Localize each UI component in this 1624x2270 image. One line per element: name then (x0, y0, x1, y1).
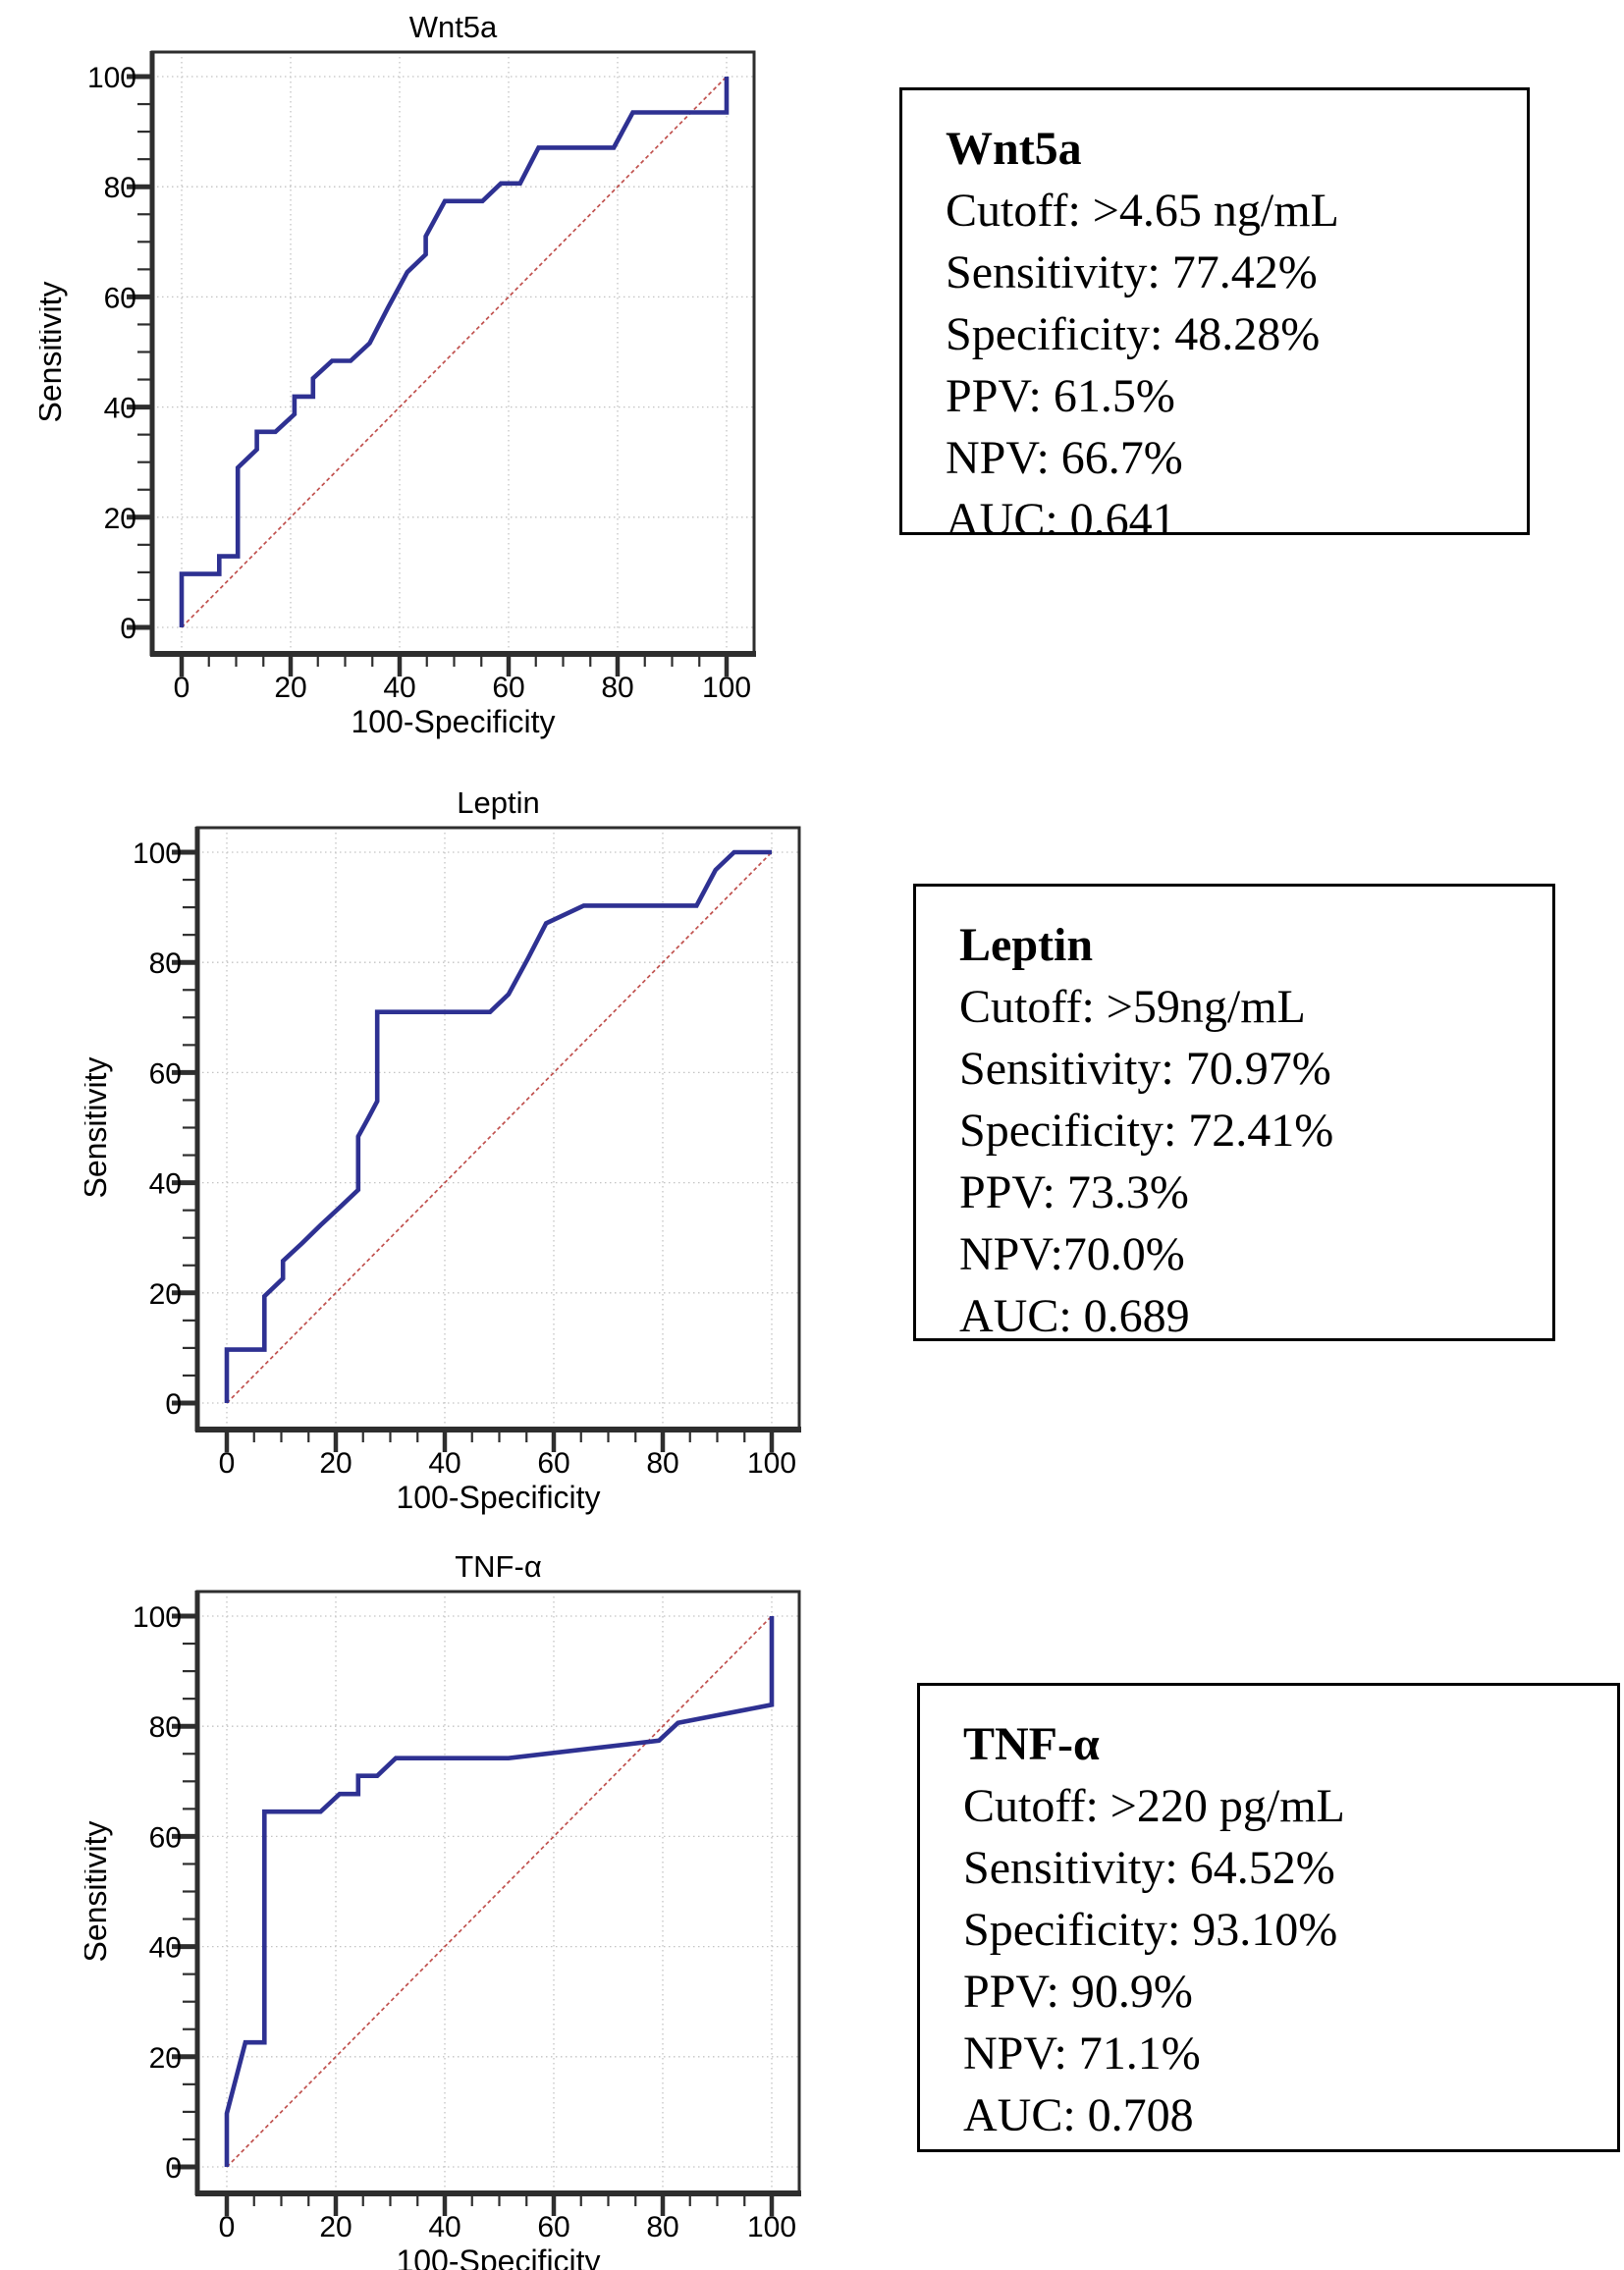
y-tick-label: 20 (149, 2042, 182, 2075)
y-tick-label: 40 (149, 1168, 182, 1201)
x-tick-label: 0 (174, 672, 190, 704)
axis-ticks (127, 74, 730, 676)
x-tick-label: 20 (319, 2211, 352, 2243)
grid-lines (197, 1592, 799, 2193)
x-tick-label: 0 (219, 1447, 236, 1480)
axis-ticks (172, 1613, 775, 2216)
x-tick-label: 100 (702, 672, 751, 704)
x-axis-label: 100-Specificity (396, 1480, 600, 1515)
reference-line (226, 1615, 773, 2168)
stats-heading: Leptin (959, 919, 1094, 971)
y-tick-label: 60 (149, 1057, 182, 1090)
y-tick-label: 60 (149, 1821, 182, 1854)
x-tick-label: 40 (428, 1447, 460, 1480)
x-tick-label: 80 (601, 672, 633, 704)
stats-ppv: PPV: 61.5% (946, 370, 1175, 422)
y-tick-label: 60 (104, 282, 136, 314)
y-axis-label: Sensitivity (84, 1056, 113, 1198)
x-axis-label: 100-Specificity (396, 2243, 600, 2270)
y-tick-label: 40 (104, 393, 136, 425)
x-axis-label: 100-Specificity (351, 704, 555, 739)
stats-auc: AUC: 0.708 (963, 2089, 1194, 2141)
chart-title: TNF-α (455, 1555, 542, 1584)
y-tick-label: 100 (133, 838, 182, 870)
stats-cutoff: Cutoff: >59ng/mL (959, 981, 1306, 1033)
wnt5a-roc-plot: 0 0 20 20 40 40 60 60 80 80 100 100 Wnt5a 100-Specifi… (39, 16, 756, 739)
x-tick-label: 60 (492, 672, 524, 704)
y-tick-label: 80 (149, 947, 182, 980)
stats-sensitivity: Sensitivity: 64.52% (963, 1842, 1335, 1894)
y-tick-label: 80 (149, 1711, 182, 1744)
stats-sensitivity: Sensitivity: 77.42% (946, 246, 1318, 298)
stats-box-leptin: Leptin Cutoff: >59ng/mL Sensitivity: 70.… (913, 884, 1555, 1341)
x-tick-label: 40 (383, 672, 415, 704)
stats-npv: NPV: 66.7% (946, 432, 1183, 484)
stats-box-tnf-alpha: TNF-α Cutoff: >220 pg/mL Sensitivity: 64… (917, 1683, 1620, 2152)
chart-title: Wnt5a (409, 16, 498, 44)
grid-lines (197, 828, 799, 1430)
y-tick-label: 0 (165, 1388, 182, 1421)
grid-lines (152, 52, 754, 654)
stats-npv: NPV: 71.1% (963, 2027, 1201, 2080)
y-tick-label: 100 (87, 62, 136, 94)
roc-curve (224, 1616, 775, 2167)
stats-heading: Wnt5a (946, 123, 1082, 175)
stats-auc: AUC: 0.689 (959, 1290, 1190, 1341)
roc-curve (224, 849, 772, 1403)
y-axis-label: Sensitivity (39, 281, 68, 422)
y-tick-label: 0 (165, 2152, 182, 2185)
roc-curve (179, 77, 730, 627)
chart-title: Leptin (457, 791, 539, 820)
x-tick-label: 20 (274, 672, 306, 704)
stats-cutoff: Cutoff: >4.65 ng/mL (946, 185, 1339, 237)
y-axis-label: Sensitivity (84, 1820, 113, 1962)
axis-ticks (172, 849, 775, 1452)
x-tick-label: 0 (219, 2211, 236, 2243)
y-tick-label: 100 (133, 1601, 182, 1634)
stats-specificity: Specificity: 93.10% (963, 1904, 1338, 1956)
stats-cutoff: Cutoff: >220 pg/mL (963, 1780, 1345, 1832)
x-tick-label: 100 (747, 1447, 796, 1480)
reference-line (226, 851, 773, 1404)
tnf-alpha-roc-plot: 0 0 20 20 40 40 60 60 80 80 100 100 TNF-α 100-Specifi… (84, 1555, 801, 2270)
x-tick-label: 100 (747, 2211, 796, 2243)
stats-heading: TNF-α (963, 1718, 1100, 1770)
reference-line (181, 76, 728, 628)
stats-specificity: Specificity: 48.28% (946, 308, 1321, 360)
y-tick-label: 40 (149, 1932, 182, 1965)
y-tick-label: 20 (149, 1278, 182, 1311)
stats-box-wnt5a: Wnt5a Cutoff: >4.65 ng/mL Sensitivity: 7… (899, 87, 1530, 535)
y-tick-label: 80 (104, 172, 136, 204)
stats-npv: NPV:70.0% (959, 1228, 1185, 1280)
x-tick-label: 60 (537, 2211, 569, 2243)
stats-auc: AUC: 0.641 (946, 494, 1176, 535)
x-tick-label: 60 (537, 1447, 569, 1480)
x-tick-label: 80 (646, 1447, 678, 1480)
y-tick-label: 0 (120, 613, 136, 645)
x-tick-label: 20 (319, 1447, 352, 1480)
y-tick-label: 20 (104, 503, 136, 535)
wnt5a-roc-chart: 0 0 20 20 40 40 60 60 80 80 100 100 Wnt5a 100-Specifi… (39, 16, 825, 752)
leptin-roc-plot: 0 0 20 20 40 40 60 60 80 80 100 100 Leptin 100-Specif… (84, 791, 801, 1515)
stats-sensitivity: Sensitivity: 70.97% (959, 1043, 1331, 1095)
leptin-roc-chart: 0 0 20 20 40 40 60 60 80 80 100 100 Leptin 100-Specif… (84, 791, 870, 1528)
stats-ppv: PPV: 90.9% (963, 1966, 1193, 2018)
stats-ppv: PPV: 73.3% (959, 1166, 1189, 1218)
x-tick-label: 80 (646, 2211, 678, 2243)
stats-specificity: Specificity: 72.41% (959, 1105, 1334, 1157)
tnf-alpha-roc-chart: 0 0 20 20 40 40 60 60 80 80 100 100 TNF-α 100-Specifi… (84, 1555, 870, 2270)
x-tick-label: 40 (428, 2211, 460, 2243)
